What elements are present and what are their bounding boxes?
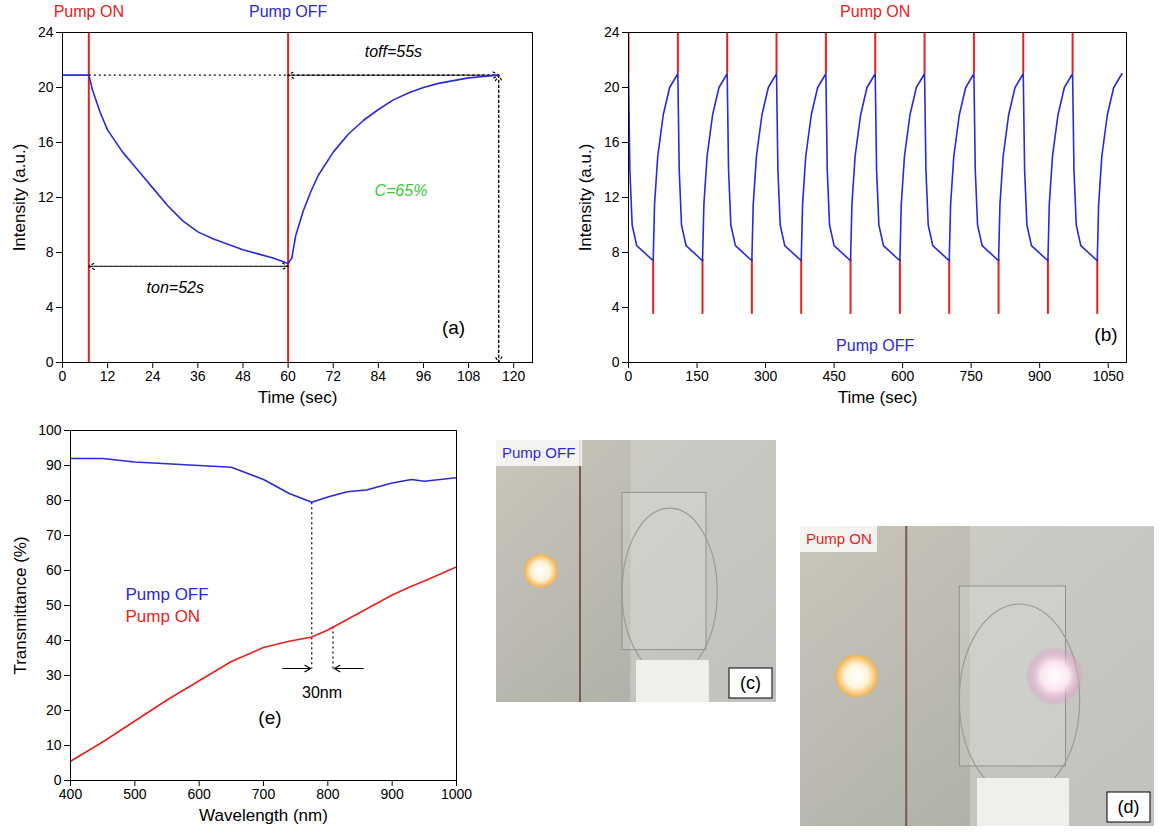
svg-text:120: 120 [502,368,526,384]
svg-text:48: 48 [235,368,251,384]
svg-text:30: 30 [46,667,62,683]
svg-text:(e): (e) [258,707,281,728]
svg-text:40: 40 [46,632,62,648]
svg-text:300: 300 [754,368,778,384]
svg-text:70: 70 [46,527,62,543]
svg-text:0: 0 [53,772,62,788]
svg-text:100: 100 [38,422,62,438]
svg-text:84: 84 [371,368,387,384]
svg-text:400: 400 [59,786,83,802]
svg-text:80: 80 [46,492,62,508]
svg-text:24: 24 [145,368,161,384]
svg-text:10: 10 [46,737,62,753]
svg-text:4: 4 [612,299,620,315]
svg-text:Pump OFF: Pump OFF [126,585,209,604]
svg-text:Pump ON: Pump ON [806,530,872,547]
svg-text:0: 0 [46,354,54,370]
svg-text:24: 24 [604,24,620,40]
svg-text:0: 0 [59,368,67,384]
svg-text:1000: 1000 [441,786,472,802]
svg-text:Transmittance (%): Transmittance (%) [11,536,30,674]
svg-text:1050: 1050 [1093,368,1124,384]
svg-text:4: 4 [46,299,54,315]
svg-text:72: 72 [325,368,341,384]
svg-text:150: 150 [685,368,709,384]
svg-text:700: 700 [252,786,276,802]
svg-text:0: 0 [612,354,620,370]
svg-text:36: 36 [190,368,206,384]
svg-text:Pump ON: Pump ON [54,3,124,20]
svg-text:Pump OFF: Pump OFF [836,337,914,354]
svg-text:900: 900 [1028,368,1052,384]
svg-text:(c): (c) [740,673,761,693]
svg-text:450: 450 [822,368,846,384]
svg-text:20: 20 [38,79,54,95]
svg-text:90: 90 [46,457,62,473]
svg-text:8: 8 [46,244,54,260]
svg-text:600: 600 [187,786,211,802]
svg-text:24: 24 [38,24,54,40]
svg-text:96: 96 [416,368,432,384]
svg-text:750: 750 [959,368,983,384]
svg-text:Intensity (a.u.): Intensity (a.u.) [576,144,595,252]
svg-text:16: 16 [604,134,620,150]
svg-text:60: 60 [46,562,62,578]
svg-text:8: 8 [612,244,620,260]
svg-text:20: 20 [604,79,620,95]
svg-text:500: 500 [123,786,147,802]
svg-text:900: 900 [380,786,404,802]
svg-text:(d): (d) [1118,797,1140,817]
svg-text:Pump ON: Pump ON [840,3,910,20]
svg-text:50: 50 [46,597,62,613]
svg-text:12: 12 [38,189,54,205]
svg-text:C=65%: C=65% [374,182,427,199]
svg-text:30nm: 30nm [302,684,342,701]
svg-text:Wavelength (nm): Wavelength (nm) [199,806,328,825]
svg-text:108: 108 [457,368,481,384]
svg-text:20: 20 [46,702,62,718]
svg-text:Pump OFF: Pump OFF [249,3,327,20]
svg-text:Pump ON: Pump ON [126,607,201,626]
svg-text:Time (sec): Time (sec) [258,388,338,407]
svg-text:12: 12 [100,368,116,384]
svg-text:Time (sec): Time (sec) [838,388,918,407]
svg-text:(b): (b) [1094,324,1117,345]
svg-text:ton=52s: ton=52s [147,279,204,296]
svg-text:(a): (a) [442,317,465,338]
svg-text:Pump OFF: Pump OFF [502,444,575,461]
svg-text:12: 12 [604,189,620,205]
svg-text:toff=55s: toff=55s [365,43,422,60]
svg-text:0: 0 [625,368,633,384]
svg-text:Intensity (a.u.): Intensity (a.u.) [10,144,29,252]
svg-text:60: 60 [280,368,296,384]
svg-text:600: 600 [891,368,915,384]
svg-text:16: 16 [38,134,54,150]
svg-text:800: 800 [316,786,340,802]
